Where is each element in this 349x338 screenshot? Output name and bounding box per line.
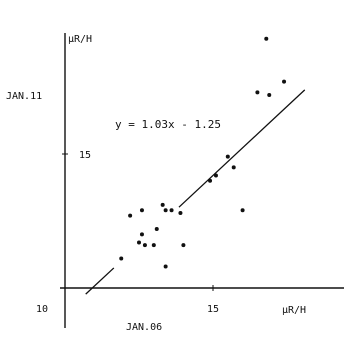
fit-line-layer (85, 89, 306, 295)
data-point (231, 165, 236, 170)
data-point (137, 240, 141, 245)
data-point (267, 93, 272, 98)
data-point (139, 232, 144, 237)
ticks: 10 15 15 (36, 150, 219, 315)
fit-line-segment (178, 89, 306, 208)
data-point (255, 90, 260, 95)
fit-equation-label: y = 1.03x - 1.25 (115, 118, 221, 131)
x-unit-label: µR/H (282, 305, 306, 316)
data-point (154, 227, 159, 232)
fit-line-segment (85, 267, 115, 295)
data-point (128, 213, 133, 218)
points-layer (119, 36, 287, 269)
data-point (181, 243, 186, 248)
y-tick-label: 15 (79, 150, 91, 161)
axes (60, 33, 344, 328)
data-point (282, 79, 287, 84)
x-axis-title: JAN.06 (126, 322, 162, 333)
data-point (142, 243, 147, 248)
x-tick-label: 10 (36, 304, 48, 315)
data-point (178, 210, 183, 215)
data-point (163, 208, 168, 213)
data-point (163, 264, 168, 269)
data-point (151, 243, 156, 248)
data-point (169, 208, 174, 213)
y-unit-label: µR/H (68, 34, 92, 45)
data-point (139, 208, 144, 213)
data-point (225, 154, 230, 159)
data-point (213, 173, 218, 178)
data-point (119, 256, 124, 261)
data-point (240, 208, 245, 213)
data-point (160, 202, 165, 207)
data-point (208, 178, 213, 183)
data-point (264, 36, 269, 41)
x-tick-label: 15 (207, 304, 219, 315)
y-axis-title: JAN.11 (6, 91, 42, 102)
